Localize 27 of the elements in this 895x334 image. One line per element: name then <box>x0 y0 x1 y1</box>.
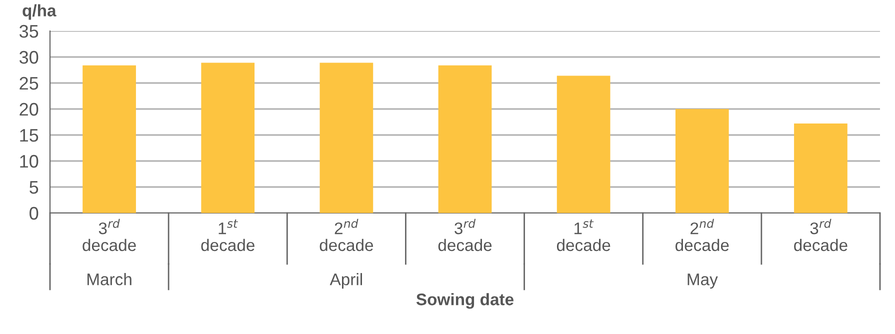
x-tick-label: 3$^{rd}$ decade <box>794 218 848 252</box>
x-tick-label: 2$^{nd}$ decade <box>676 218 729 252</box>
bar <box>675 109 729 213</box>
bar <box>320 62 374 213</box>
x-tick-label: 1$^{st}$ decade <box>201 220 254 252</box>
y-tick-label: 0 <box>30 206 38 220</box>
x-axis-title: Sowing date <box>416 293 514 309</box>
x-tick-label: 3$^{rd}$ decade <box>82 218 136 252</box>
y-tick-label: 25 <box>20 76 38 90</box>
y-tick-label: 20 <box>20 102 38 116</box>
text: April <box>330 273 362 289</box>
text: March <box>88 273 132 286</box>
y-tick-label: 30 <box>19 50 38 64</box>
text: May <box>688 274 718 289</box>
bar <box>438 65 492 213</box>
x-tick-label: 1$^{st}$ decade <box>556 220 610 252</box>
x-tick-label: 2$^{nd}$ decade <box>320 218 374 252</box>
y-tick-label: 15 <box>20 129 38 142</box>
y-tick-label: 5 <box>30 181 38 194</box>
bar <box>556 76 610 213</box>
y-axis-title: q/ha <box>22 4 56 20</box>
x-tick-label: 3$^{rd}$ decade <box>438 218 492 252</box>
bar <box>82 65 136 213</box>
y-tick-label: 10 <box>20 154 38 168</box>
y-tick-label: 35 <box>19 24 38 38</box>
bar <box>794 124 848 213</box>
bar <box>201 62 255 213</box>
